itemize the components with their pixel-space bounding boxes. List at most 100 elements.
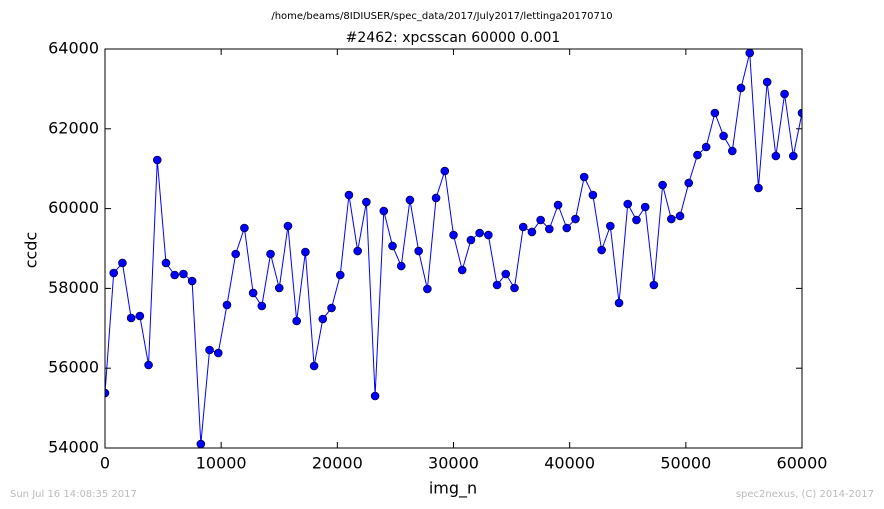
marker [109,268,119,278]
footer-left: Sun Jul 16 14:08:35 2017 [10,489,137,500]
marker [623,199,633,209]
series-group [105,49,802,448]
marker [797,108,802,118]
marker [170,270,179,280]
marker [667,214,676,224]
x-tick-label: 0 [100,454,110,473]
marker [196,439,206,448]
line [105,52,802,445]
marker [484,230,493,240]
marker [335,270,345,280]
marker [274,283,284,293]
y-tick-label: 64000 [48,39,99,58]
marker [144,360,153,370]
marker [614,298,624,308]
chart-title: #2462: xpcsscan 60000 0.001 [346,30,561,46]
marker [710,108,720,118]
marker [161,258,171,268]
x-tick-label: 20000 [312,454,363,473]
y-tick-label: 62000 [48,118,99,137]
marker [475,228,484,238]
marker [727,146,737,156]
marker [658,180,667,190]
marker [379,206,389,216]
plot-area [105,49,802,448]
y-tick-label: 58000 [48,278,99,297]
marker [571,214,580,224]
marker [701,142,711,152]
marker [771,151,781,161]
marker [248,288,258,298]
marker [187,276,197,286]
y-axis-label: ccdc [22,232,41,269]
marker [501,269,511,279]
marker [353,246,362,256]
marker [588,190,598,200]
marker [266,249,275,259]
marker [105,388,110,398]
marker [606,221,615,231]
marker [762,77,772,87]
marker [518,222,528,232]
marker [152,155,162,165]
marker [492,280,502,290]
marker [440,166,450,176]
marker [126,313,136,323]
marker [362,197,371,207]
marker [466,235,476,245]
marker [457,265,467,275]
marker [231,249,240,259]
marker [754,183,763,193]
marker [597,245,606,255]
x-tick-label: 10000 [196,454,247,473]
x-tick-label: 40000 [544,454,595,473]
marker [179,269,188,279]
marker [327,303,336,313]
marker [780,89,789,99]
marker [545,224,554,234]
marker [318,314,328,324]
marker [118,258,127,268]
marker [205,345,214,355]
marker [788,151,798,161]
marker [370,391,380,401]
marker [292,316,301,326]
marker [405,195,415,205]
marker [736,83,746,93]
marker [283,221,293,231]
marker [510,283,519,293]
marker [640,202,650,212]
marker [414,246,423,256]
footer-right: spec2nexus, (C) 2014-2017 [736,489,874,500]
y-tick-label: 56000 [48,358,99,377]
marker [675,211,685,221]
x-tick-label: 30000 [428,454,479,473]
marker [396,261,406,271]
x-axis-label: img_n [429,479,477,499]
marker [684,178,694,188]
marker [632,215,641,225]
marker [649,280,659,290]
marker [388,241,397,251]
y-tick-label: 60000 [48,198,99,217]
marker [344,190,354,200]
marker [240,223,249,233]
marker [562,223,572,233]
suptitle: /home/beams/8IDIUSER/spec_data/2017/July… [271,11,612,22]
marker [135,311,145,321]
marker [222,300,232,310]
marker [693,150,702,160]
marker [553,200,563,210]
marker [527,227,537,237]
marker [423,284,432,294]
marker [301,247,310,257]
marker [536,215,545,225]
marker [719,131,728,141]
marker [745,49,755,58]
x-tick-label: 60000 [777,454,828,473]
marker [579,172,589,182]
marker [257,301,267,311]
marker [213,348,223,358]
